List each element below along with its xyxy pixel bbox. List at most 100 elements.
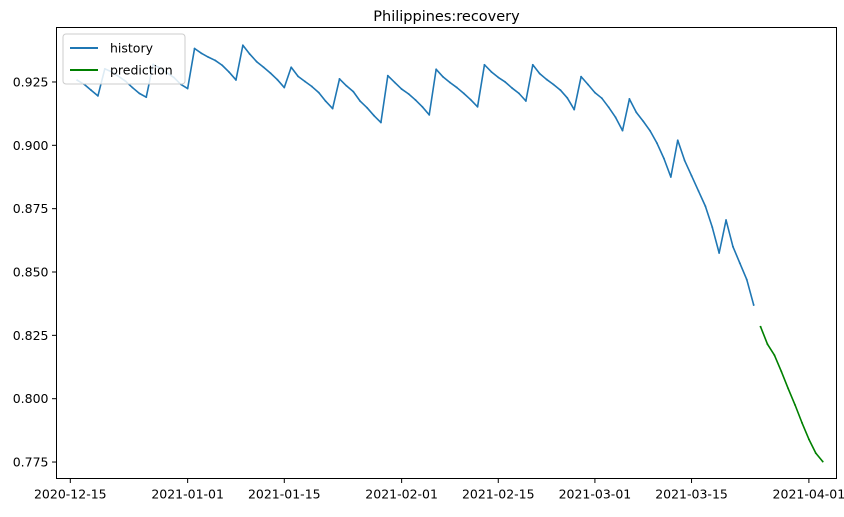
data-point-history-60 — [490, 70, 493, 73]
data-point-prediction-4 — [787, 387, 790, 390]
data-point-history-3 — [97, 95, 99, 97]
data-point-history-89 — [690, 174, 693, 177]
data-point-history-96 — [738, 262, 741, 265]
data-point-prediction-7 — [807, 438, 810, 441]
x-tick-label-4: 2021-02-15 — [462, 487, 535, 502]
data-point-history-22 — [228, 71, 230, 73]
data-point-history-33 — [304, 80, 306, 83]
data-point-history-72 — [573, 108, 576, 111]
data-point-prediction-5 — [794, 404, 796, 406]
data-point-history-83 — [649, 129, 652, 132]
data-point-history-69 — [552, 83, 555, 86]
data-point-history-27 — [262, 66, 265, 69]
data-point-history-86 — [669, 176, 672, 178]
data-point-history-18 — [200, 52, 203, 55]
data-point-history-37 — [331, 107, 334, 110]
x-tick-label-7: 2021-04-01 — [773, 487, 844, 502]
data-point-history-41 — [359, 100, 362, 103]
data-point-history-16 — [186, 87, 189, 90]
data-point-prediction-3 — [780, 370, 783, 373]
data-point-history-31 — [290, 66, 293, 69]
y-tick-label-2: 0.825 — [13, 328, 49, 343]
chart-title: Philippines:recovery — [373, 9, 520, 25]
data-point-history-61 — [497, 76, 500, 79]
x-tick-label-3: 2021-02-01 — [365, 487, 438, 502]
data-point-history-26 — [255, 60, 258, 63]
data-point-history-44 — [380, 121, 382, 124]
data-point-history-75 — [594, 91, 596, 94]
legend: history prediction — [62, 33, 186, 85]
data-point-history-58 — [476, 105, 479, 108]
data-point-prediction-6 — [801, 421, 803, 424]
data-point-history-46 — [393, 81, 396, 84]
data-point-history-2 — [90, 89, 92, 91]
data-point-history-80 — [628, 98, 631, 100]
data-point-history-64 — [518, 92, 520, 95]
data-point-history-34 — [311, 85, 313, 88]
data-point-history-55 — [455, 86, 458, 89]
data-point-history-47 — [400, 88, 403, 90]
data-point-history-63 — [511, 87, 513, 89]
data-point-history-35 — [317, 91, 320, 94]
data-point-history-20 — [214, 59, 217, 62]
y-tick-label-3: 0.850 — [13, 265, 49, 280]
data-point-history-70 — [559, 89, 562, 91]
data-point-history-73 — [580, 75, 582, 78]
data-point-history-93 — [718, 252, 721, 254]
data-point-history-40 — [352, 90, 355, 93]
data-point-history-88 — [683, 159, 686, 162]
data-point-history-17 — [193, 47, 196, 50]
data-point-history-67 — [538, 72, 541, 75]
legend-box — [62, 33, 186, 85]
y-tick-label-6: 0.925 — [13, 74, 49, 89]
data-point-history-84 — [656, 142, 658, 145]
y-tick-label-4: 0.875 — [13, 201, 49, 216]
data-point-prediction-0 — [759, 325, 762, 328]
x-tick-label-6: 2021-03-15 — [655, 487, 728, 502]
plot-frame — [56, 27, 837, 479]
data-point-history-36 — [324, 100, 327, 103]
data-point-history-48 — [407, 92, 410, 95]
data-point-history-90 — [697, 190, 700, 192]
data-point-prediction-8 — [814, 452, 817, 455]
data-point-prediction-9 — [821, 460, 824, 463]
data-point-history-65 — [524, 100, 527, 102]
data-point-history-25 — [248, 53, 251, 55]
data-point-history-87 — [676, 139, 679, 142]
data-point-history-78 — [614, 116, 617, 119]
data-point-history-21 — [221, 64, 224, 67]
data-point-history-97 — [745, 278, 748, 281]
data-point-history-76 — [600, 97, 603, 100]
data-point-history-45 — [386, 74, 389, 77]
series-layer — [76, 44, 824, 463]
data-point-history-81 — [635, 111, 638, 114]
data-point-history-52 — [435, 68, 438, 71]
series-line-prediction — [759, 325, 824, 463]
data-point-history-68 — [545, 78, 548, 81]
data-point-history-94 — [725, 219, 727, 221]
data-point-history-85 — [663, 157, 665, 160]
data-point-history-42 — [366, 106, 369, 109]
data-point-history-50 — [421, 105, 424, 108]
data-point-history-74 — [587, 83, 589, 86]
legend-label-history: history — [110, 41, 154, 56]
x-tick-label-1: 2021-01-01 — [151, 487, 224, 502]
data-point-prediction-1 — [766, 343, 769, 346]
data-point-history-30 — [283, 86, 286, 89]
data-point-history-92 — [711, 226, 714, 229]
data-point-history-59 — [483, 63, 486, 66]
y-axis-ticks: 0.775 0.800 0.825 0.850 0.875 0.900 0.925 — [13, 74, 57, 470]
data-point-history-24 — [241, 44, 244, 47]
data-point-history-71 — [566, 97, 569, 99]
legend-label-prediction: prediction — [110, 63, 173, 78]
data-point-history-32 — [297, 75, 299, 78]
data-point-history-53 — [442, 76, 444, 78]
data-point-history-57 — [469, 98, 472, 101]
data-point-history-10 — [145, 96, 148, 99]
data-point-history-29 — [276, 78, 279, 81]
data-point-history-19 — [207, 56, 210, 59]
data-point-history-49 — [414, 99, 417, 101]
data-point-history-51 — [428, 114, 431, 116]
data-point-history-95 — [732, 245, 734, 248]
